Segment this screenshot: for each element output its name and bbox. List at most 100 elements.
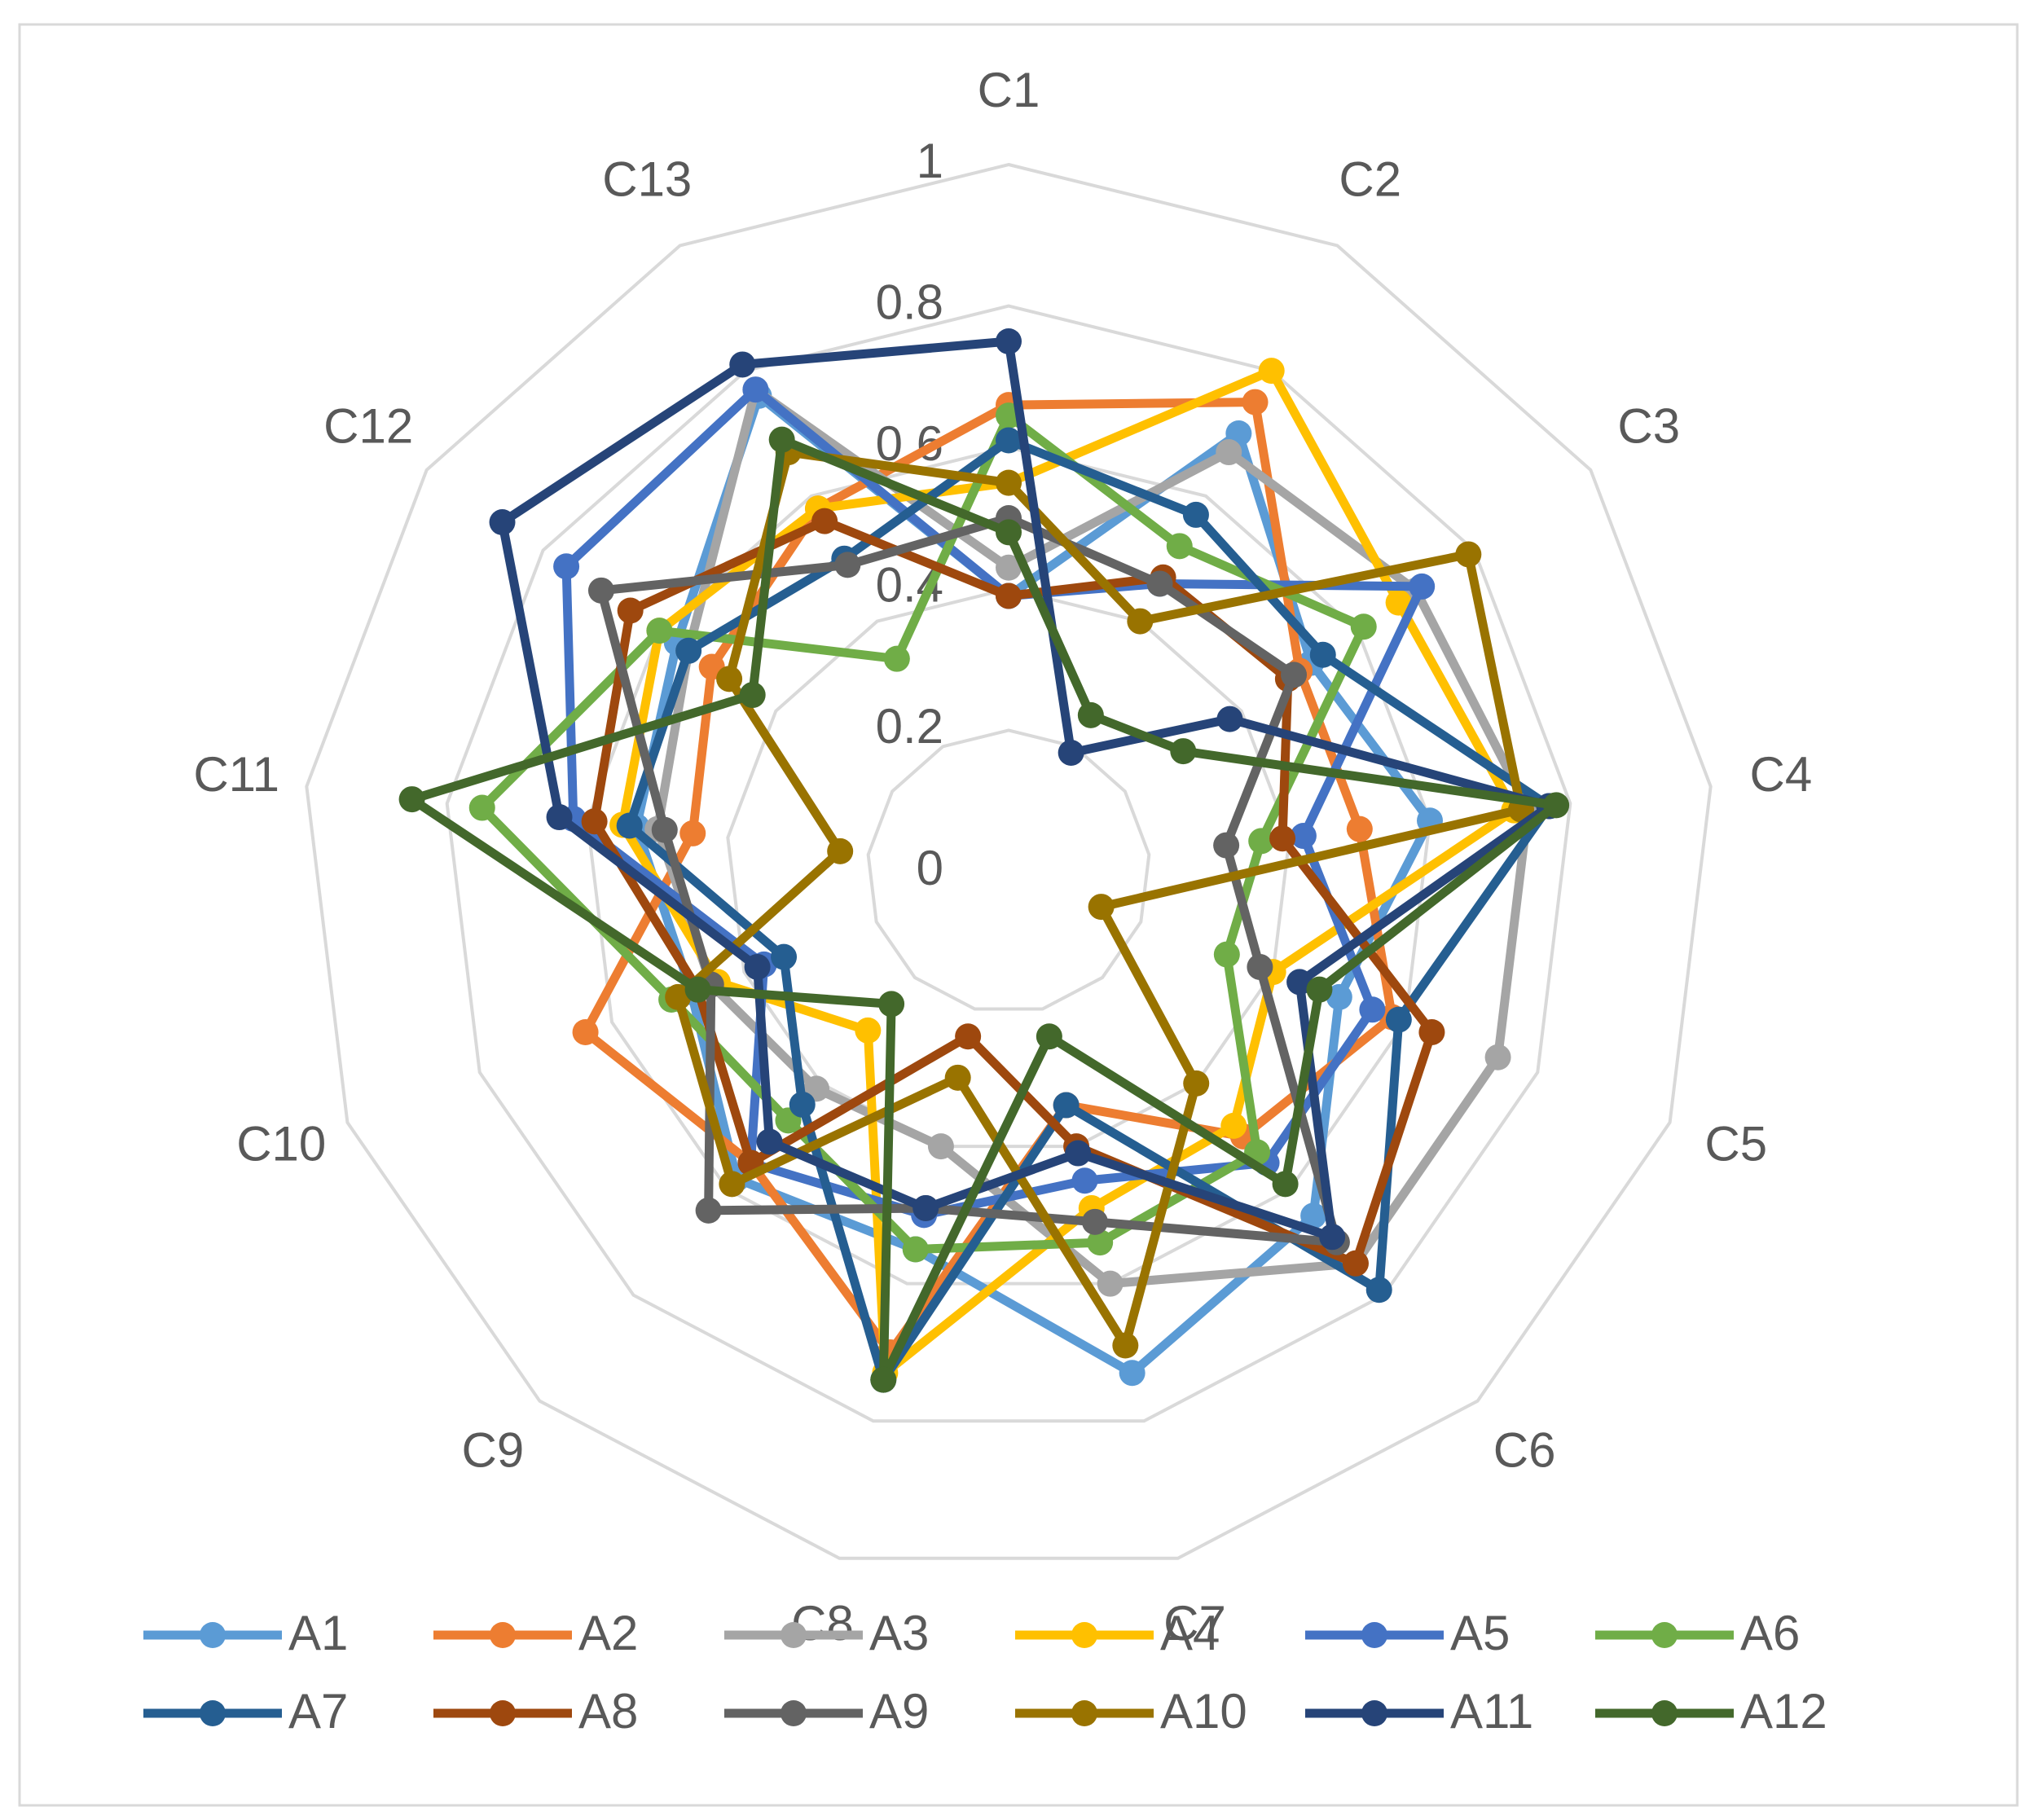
marker — [675, 637, 702, 664]
marker — [553, 553, 580, 580]
marker — [771, 943, 798, 970]
legend-label: A7 — [288, 1684, 348, 1739]
series-line — [596, 513, 1342, 1247]
series-line — [477, 411, 1369, 1255]
marker — [1306, 976, 1333, 1003]
legend-label: A8 — [578, 1684, 638, 1739]
marker — [1409, 573, 1436, 600]
marker — [1365, 1277, 1392, 1303]
marker — [716, 666, 743, 692]
legend-marker — [781, 1700, 807, 1726]
marker — [1286, 969, 1313, 996]
marker — [617, 597, 644, 624]
marker — [834, 552, 861, 578]
r-tick-label: 0 — [917, 841, 943, 895]
legend-label: A3 — [869, 1606, 929, 1660]
marker — [546, 804, 573, 831]
legend-marker — [1361, 1622, 1387, 1648]
marker — [1484, 1044, 1511, 1070]
marker — [572, 1018, 599, 1045]
marker — [955, 1023, 982, 1050]
axis-label: C3 — [1617, 398, 1680, 453]
marker — [768, 426, 795, 453]
marker — [1346, 815, 1373, 842]
series-line — [625, 436, 1554, 1385]
r-tick-label: 0.2 — [876, 699, 943, 754]
marker — [1216, 439, 1242, 466]
marker — [1213, 832, 1240, 859]
marker — [1216, 706, 1243, 732]
axis-label: C9 — [461, 1423, 524, 1478]
marker — [1385, 1006, 1412, 1033]
marker — [1359, 996, 1386, 1023]
axis-label: C12 — [323, 398, 413, 453]
marker — [1112, 1332, 1139, 1359]
series-line — [498, 336, 1554, 1242]
marker — [855, 1017, 882, 1044]
marker — [1269, 825, 1296, 852]
marker — [996, 554, 1022, 581]
marker — [1385, 589, 1412, 616]
marker — [878, 991, 905, 1018]
marker — [1281, 662, 1308, 688]
legend-marker — [1651, 1622, 1678, 1648]
legend-label: A9 — [869, 1684, 929, 1739]
marker — [1248, 828, 1275, 855]
marker — [996, 328, 1022, 354]
axis-label: C6 — [1493, 1423, 1556, 1478]
r-tick-label: 0.8 — [876, 275, 943, 329]
legend-marker — [200, 1622, 226, 1648]
series-line — [618, 366, 1519, 1378]
marker — [616, 812, 643, 839]
marker — [742, 376, 769, 403]
marker — [1119, 1360, 1146, 1387]
marker — [1247, 953, 1273, 980]
marker — [1309, 641, 1336, 668]
marker — [1326, 983, 1352, 1010]
marker — [1036, 1023, 1062, 1050]
marker — [756, 1128, 783, 1155]
legend-label: A1 — [288, 1606, 348, 1660]
marker — [1088, 894, 1115, 921]
marker — [1053, 1092, 1080, 1119]
marker — [1166, 533, 1193, 560]
marker — [902, 1236, 929, 1263]
marker — [996, 519, 1022, 546]
marker — [1182, 501, 1209, 528]
marker — [1258, 358, 1285, 385]
series-line — [581, 398, 1397, 1357]
legend-marker — [1651, 1700, 1678, 1726]
legend-label: A5 — [1450, 1606, 1510, 1660]
marker — [1213, 941, 1240, 968]
marker — [684, 976, 711, 1003]
legend-label: A11 — [1450, 1684, 1533, 1739]
r-tick-label: 1 — [917, 134, 943, 188]
marker — [1319, 1224, 1346, 1251]
marker — [1146, 570, 1173, 597]
marker — [811, 508, 838, 534]
marker — [679, 820, 706, 846]
grid-ring — [866, 728, 1151, 1011]
marker — [1300, 1202, 1327, 1229]
marker — [1170, 738, 1197, 765]
marker — [883, 645, 910, 672]
marker — [489, 509, 516, 536]
marker — [789, 1091, 816, 1118]
legend-label: A4 — [1160, 1606, 1220, 1660]
marker — [927, 1133, 954, 1160]
marker — [1272, 1171, 1299, 1198]
legend-marker — [490, 1700, 516, 1726]
marker — [719, 1171, 745, 1198]
legend-label: A12 — [1740, 1684, 1827, 1739]
series-line — [407, 435, 1561, 1385]
axis-label: C5 — [1704, 1116, 1767, 1171]
marker — [1342, 1250, 1369, 1277]
marker — [587, 577, 614, 604]
marker — [729, 351, 756, 378]
marker — [739, 682, 766, 709]
marker — [1127, 608, 1154, 635]
axis-label: C7 — [1163, 1596, 1226, 1651]
marker — [1183, 1070, 1210, 1097]
legend-label: A2 — [578, 1606, 638, 1660]
